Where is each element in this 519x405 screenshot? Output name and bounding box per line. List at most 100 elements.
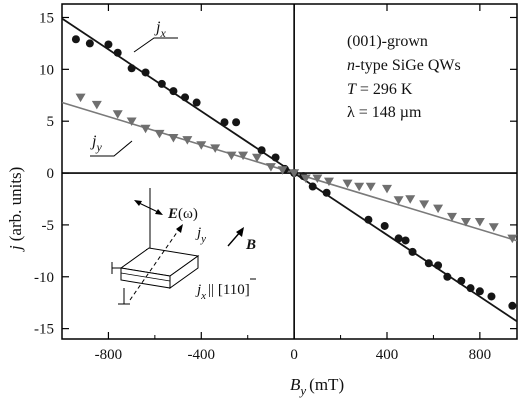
jy-data-point	[210, 144, 221, 153]
jx-label-sub: x	[159, 26, 166, 40]
jx-data-point	[475, 287, 484, 296]
jx-data-point	[380, 221, 389, 230]
jx-data-point	[181, 93, 190, 102]
sample-side-face	[169, 255, 199, 289]
sample-layer-line	[120, 272, 171, 282]
jy-data-point	[405, 195, 416, 204]
x-tick-label: 0	[290, 347, 298, 363]
x-tick-label: 400	[376, 347, 399, 363]
jy-data-point	[342, 179, 353, 189]
jx-data-point	[141, 68, 150, 77]
jy-data-point	[265, 163, 276, 172]
y-axis-ticks: -15 -10 -5 0 5 10 15	[34, 10, 517, 338]
y-tick-label: 5	[47, 114, 55, 130]
y-tick-label: 0	[47, 166, 55, 182]
jy-data-point	[393, 196, 404, 205]
inset-sample-diagram: E(ω) jy jx || [110] B	[111, 188, 256, 305]
series-jy-points	[75, 93, 518, 244]
annotation-line3: T = 296 K	[347, 81, 413, 98]
jx-inset-label: jx || [110]	[195, 282, 250, 302]
jy-data-point	[365, 182, 376, 192]
jx-data-point	[157, 79, 166, 88]
jx-data-point	[271, 153, 280, 162]
jy-label-sub: y	[95, 140, 102, 154]
jy-data-point	[126, 117, 137, 126]
jy-data-point	[507, 234, 518, 244]
x-tick-label: 800	[469, 347, 492, 363]
x-tick-label: -800	[95, 347, 123, 363]
B-arrow-head	[236, 227, 244, 237]
annotation-line1: (001)-grown	[347, 33, 428, 50]
jx-data-point	[466, 284, 475, 293]
jy-data-point	[382, 184, 392, 194]
fit-line-jy	[61, 101, 518, 242]
jx-data-point	[364, 215, 373, 224]
jy-label-main: j	[90, 133, 97, 150]
jy-data-point	[289, 169, 300, 178]
jy-leader-line	[90, 140, 133, 157]
jy-data-point	[474, 218, 485, 227]
series-label-jx: jx	[133, 19, 178, 53]
jx-data-point	[169, 87, 178, 96]
jx-data-point	[232, 118, 241, 127]
jx-data-point	[71, 35, 80, 44]
x-axis-title: By (mT)	[290, 375, 344, 398]
jy-direction-arrow	[176, 224, 183, 233]
jx-data-point	[220, 118, 229, 127]
jy-data-point	[168, 134, 179, 143]
jy-data-point	[226, 151, 237, 161]
jx-data-point	[457, 276, 466, 285]
svg-text:jy: jy	[90, 133, 102, 154]
jx-data-point	[394, 234, 403, 243]
annotation-line2: n-type SiGe QWs	[347, 57, 461, 74]
B-label: B	[245, 237, 256, 253]
jy-data-point	[91, 100, 102, 110]
jx-data-point	[434, 261, 443, 270]
jx-data-point	[487, 292, 496, 301]
jy-data-point	[75, 93, 86, 103]
jx-data-point	[113, 48, 122, 57]
jy-data-point	[460, 218, 471, 227]
x-axis-ticks: -800 -400 0 400 800	[61, 4, 492, 363]
jy-data-point	[238, 151, 249, 161]
jy-data-point	[419, 200, 430, 209]
jy-direction-line	[129, 227, 181, 301]
field-arrow	[136, 201, 161, 214]
jx-leader-line	[133, 37, 178, 53]
jx-data-point	[508, 301, 517, 310]
y-tick-label: 15	[39, 10, 54, 26]
jx-data-point	[408, 247, 417, 256]
fit-line-jx	[61, 17, 518, 323]
jy-data-point	[112, 110, 123, 119]
annotation-line4: λ = 148 µm	[347, 104, 422, 121]
field-label: E(ω)	[167, 206, 198, 222]
y-tick-label: -10	[34, 270, 54, 286]
y-tick-label: -15	[34, 322, 54, 338]
jy-data-point	[300, 174, 311, 183]
jy-data-point	[447, 212, 457, 222]
annotation-block: (001)-grown n-type SiGe QWs T = 296 K λ …	[347, 33, 461, 121]
jx-label-main: j	[154, 19, 161, 36]
jy-data-point	[312, 174, 323, 183]
jx-data-point	[104, 40, 113, 49]
jy-data-point	[196, 141, 207, 150]
jx-data-point	[401, 236, 410, 245]
jx-data-point	[85, 39, 94, 48]
y-axis-title: j(arb. units)	[6, 167, 25, 252]
field-arrow-head-left	[134, 200, 142, 206]
jy-data-point	[354, 182, 365, 192]
jy-data-point	[140, 124, 151, 134]
svg-text:jx: jx	[154, 19, 166, 40]
jy-data-point	[488, 223, 499, 232]
jx-data-point	[192, 98, 201, 107]
jx-data-point	[127, 64, 136, 73]
y-tick-label: -5	[42, 218, 55, 234]
series-label-jy: jy	[90, 133, 133, 157]
jx-data-point	[424, 259, 433, 268]
jy-data-point	[277, 166, 288, 175]
jy-data-point	[182, 136, 193, 145]
x-tick-label: -400	[188, 347, 216, 363]
plot-frame	[61, 3, 518, 340]
jy-data-point	[252, 153, 262, 163]
